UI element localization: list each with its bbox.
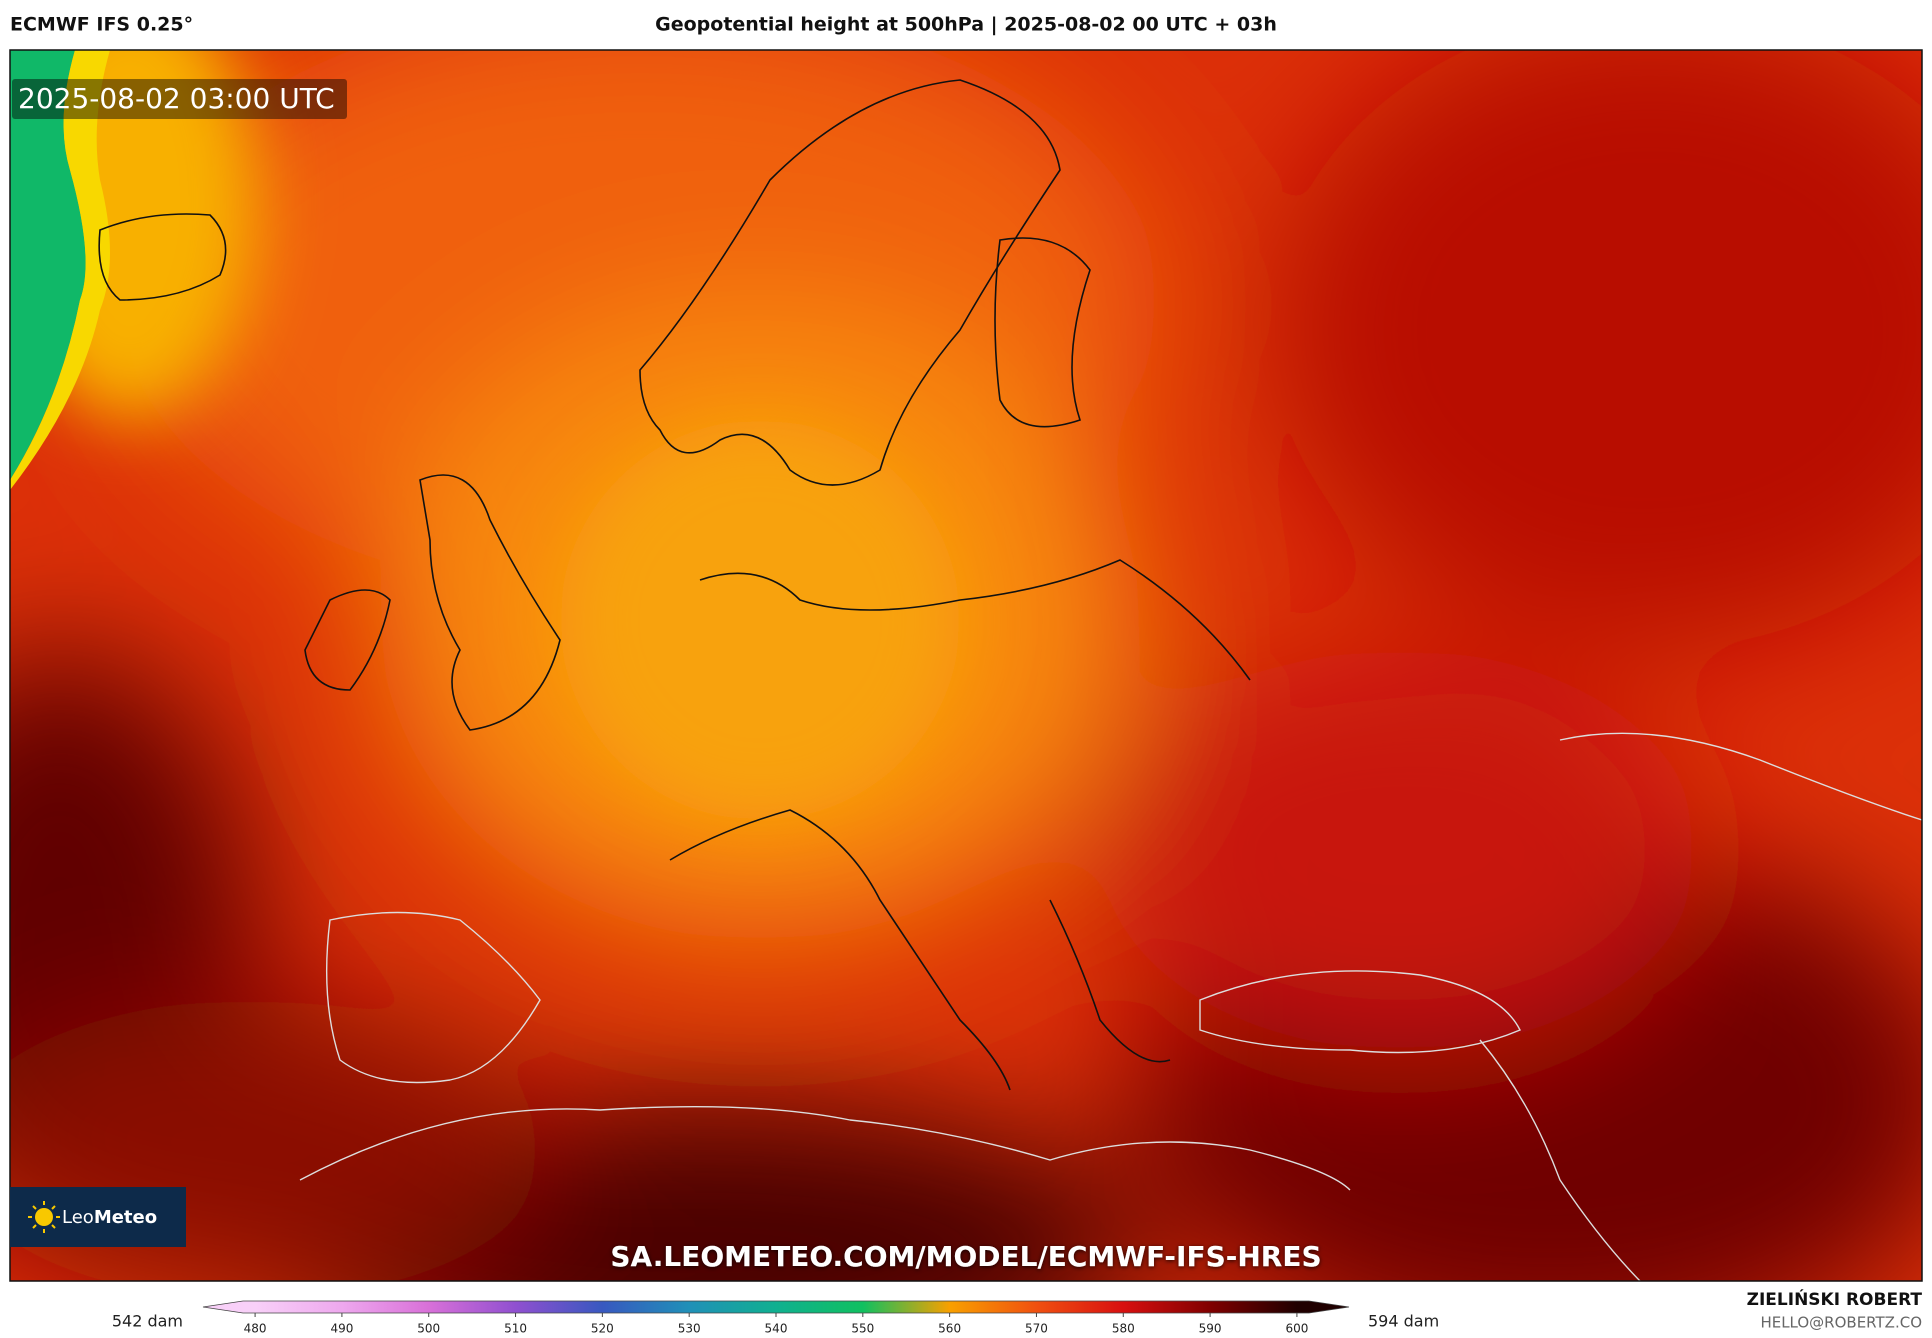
- map-frame: [9, 49, 1923, 1282]
- model-name: ECMWF IFS 0.25°: [10, 14, 193, 36]
- contour-band: [10, 50, 110, 490]
- logo-prefix: Leo: [62, 1207, 94, 1228]
- logo-rays: [28, 1201, 60, 1233]
- colorbar-max-label: 594 dam: [1368, 1312, 1439, 1331]
- colorbar-bar: [202, 1300, 1350, 1314]
- colorbar-tick-label: 600: [1285, 1322, 1308, 1336]
- colorbar-tick-label: 520: [591, 1322, 614, 1336]
- colorbar-tick-label: 500: [417, 1322, 440, 1336]
- email: HELLO@ROBERTZ.CO: [1760, 1314, 1922, 1332]
- colorbar-tick-label: 490: [330, 1322, 353, 1336]
- logo-text: LeoMeteo: [62, 1207, 157, 1228]
- colorbar-tick-label: 530: [678, 1322, 701, 1336]
- colorbar-tick-label: 480: [244, 1322, 267, 1336]
- colorbar-tick-label: 510: [504, 1322, 527, 1336]
- low-height-zone: [10, 50, 86, 480]
- author: ZIELIŃSKI ROBERT: [1747, 1288, 1923, 1310]
- colorbar-tick-label: 580: [1112, 1322, 1135, 1336]
- colorbar-tick-label: 570: [1025, 1322, 1048, 1336]
- colorbar: 480 490 500 510 520 530 540 550 560 570 580 590 600: [202, 1300, 1350, 1336]
- borders-south: [299, 732, 1922, 1281]
- source-url: SA.LEOMETEO.COM/MODEL/ECMWF-IFS-HRES: [610, 1240, 1321, 1273]
- map-title: Geopotential height at 500hPa | 2025-08-…: [655, 14, 1277, 36]
- colorbar-tick-label: 540: [765, 1322, 788, 1336]
- coastlines: [98, 79, 1251, 1091]
- timestamp-box: [12, 79, 347, 119]
- timestamp: 2025-08-02 03:00 UTC: [18, 82, 335, 115]
- logo-suffix: Meteo: [94, 1207, 157, 1228]
- colorbar-tick-label: 550: [851, 1322, 874, 1336]
- logo-sun: [35, 1208, 53, 1226]
- colorbar-tick-label: 560: [938, 1322, 961, 1336]
- colorbar-min-label: 542 dam: [112, 1312, 183, 1331]
- colorbar-tick-label: 590: [1199, 1322, 1222, 1336]
